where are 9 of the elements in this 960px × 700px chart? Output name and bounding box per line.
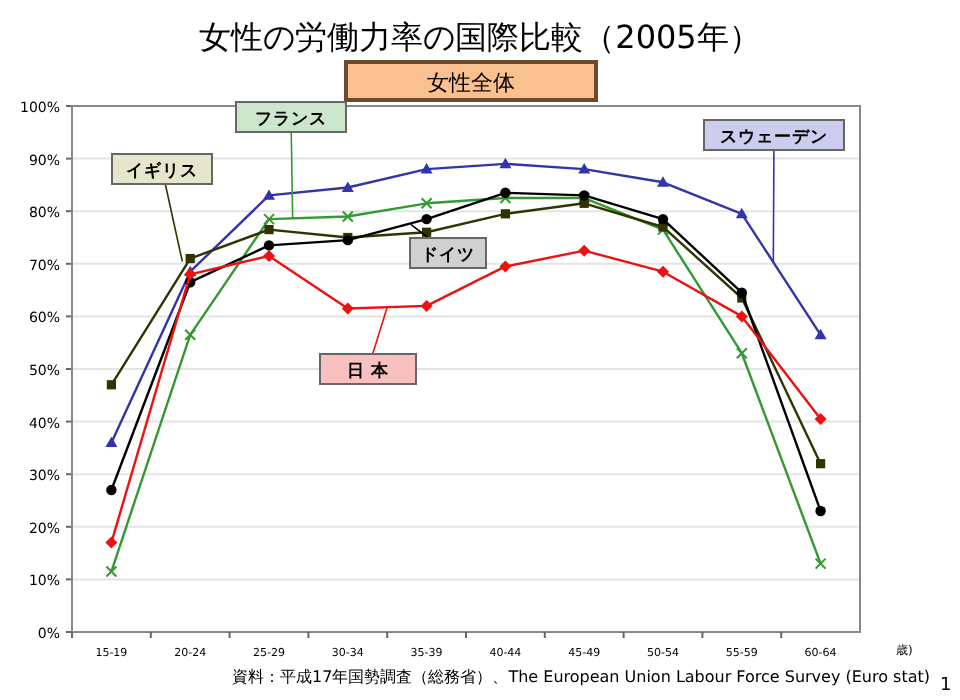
text: フランス (255, 110, 327, 130)
text: 1 (940, 676, 952, 696)
text: 日 本 (347, 360, 391, 382)
text: イギリス (126, 160, 198, 182)
chart-subtitle: 女性全体 (427, 70, 515, 96)
chart-title: 女性の労働力率の国際比較（2005年） (199, 18, 761, 56)
series-label: ドイツ (421, 246, 475, 266)
text: 資料：平成17年国勢調査（総務省）、The European Union Labour Force Survey (Euro stat) (232, 668, 930, 686)
text: スウェーデン (720, 128, 828, 148)
